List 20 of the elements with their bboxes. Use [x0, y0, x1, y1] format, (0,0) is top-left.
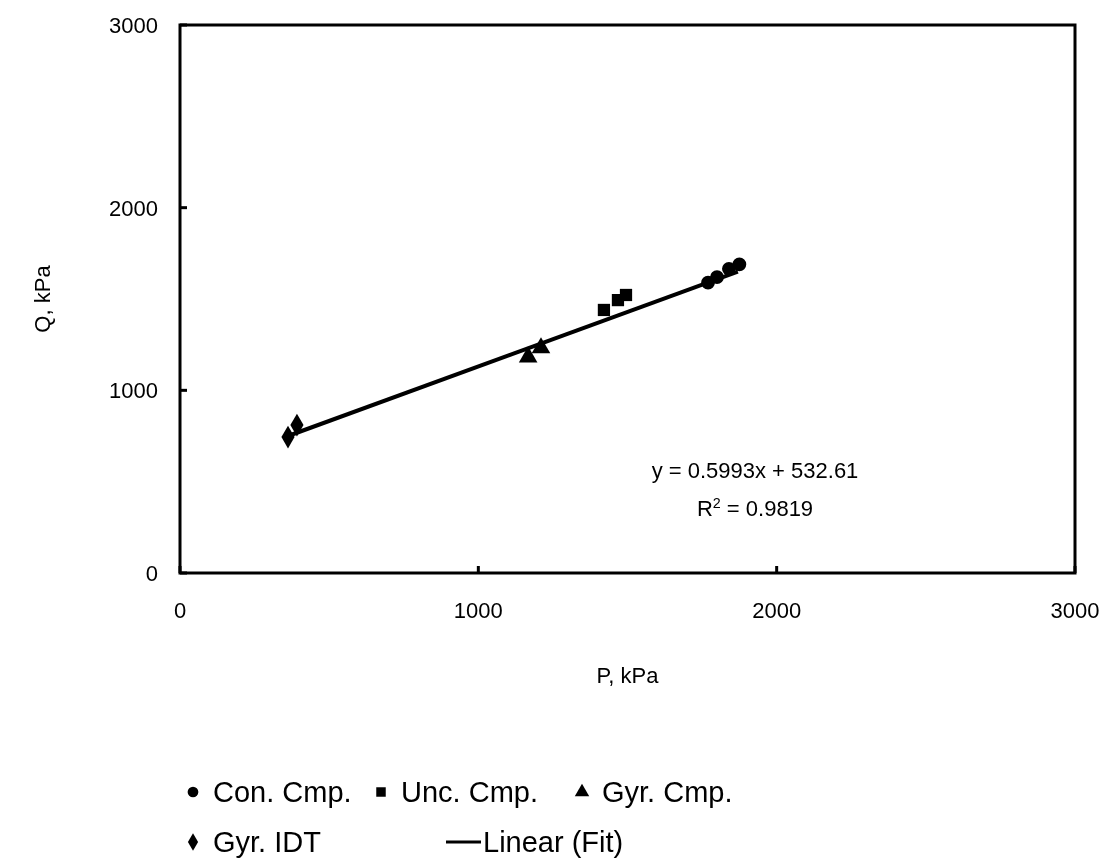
y-axis-title: Q, kPa: [30, 264, 55, 333]
legend-label: Linear (Fit): [483, 826, 624, 858]
legend-label: Con. Cmp.: [213, 776, 352, 808]
point: [732, 257, 747, 272]
x-tick-label: 1000: [453, 598, 503, 623]
x-axis-title: P, kPa: [596, 663, 660, 688]
y-tick-label: 1000: [109, 378, 158, 404]
point: [597, 303, 611, 317]
legend-label: Gyr. IDT: [213, 826, 322, 858]
annotation: R$^{2}$ = 0.9819: [696, 495, 814, 521]
y-tick-label: 3000: [109, 13, 158, 38]
x-tick-label: 0: [173, 598, 187, 623]
annotation: y = 0.5993x + 532.61: [651, 458, 859, 483]
x-tick-label: 2000: [752, 598, 802, 623]
legend-label: Gyr. Cmp.: [602, 776, 733, 808]
y-tick-label: 2000: [109, 195, 158, 221]
legend-label: Unc. Cmp.: [401, 776, 538, 808]
point: [619, 288, 633, 302]
x-tick-label: 3000: [1050, 598, 1100, 623]
y-tick-label: 0: [145, 561, 158, 586]
